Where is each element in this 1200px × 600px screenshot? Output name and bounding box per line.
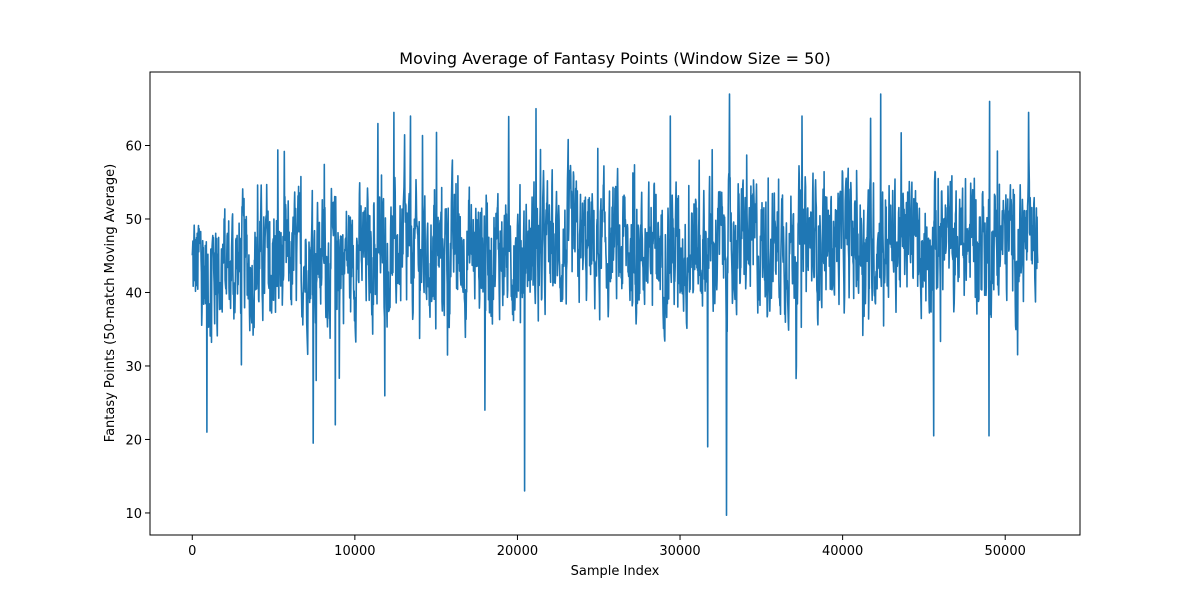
x-tick-label: 40000 xyxy=(822,544,863,559)
x-axis: 0 10000 20000 30000 40000 50000 xyxy=(188,535,1026,559)
plot-layer xyxy=(191,93,1039,516)
x-tick-label: 30000 xyxy=(659,544,700,559)
series-line xyxy=(191,93,1039,516)
y-tick-label: 40 xyxy=(125,286,142,301)
y-axis: 10 20 30 40 50 60 xyxy=(125,139,150,522)
chart-title: Moving Average of Fantasy Points (Window… xyxy=(399,49,830,68)
x-tick-label: 20000 xyxy=(497,544,538,559)
x-tick-label: 10000 xyxy=(334,544,375,559)
y-tick-label: 20 xyxy=(125,433,142,448)
y-tick-label: 10 xyxy=(125,507,142,522)
x-axis-label: Sample Index xyxy=(571,564,660,579)
plot-frame xyxy=(149,71,1081,536)
y-tick-label: 30 xyxy=(125,360,142,375)
y-tick-label: 50 xyxy=(125,213,142,228)
x-tick-label: 0 xyxy=(188,544,196,559)
x-tick-label: 50000 xyxy=(985,544,1026,559)
y-tick-label: 60 xyxy=(125,139,142,154)
y-axis-label: Fantasy Points (50-match Moving Average) xyxy=(103,164,118,442)
